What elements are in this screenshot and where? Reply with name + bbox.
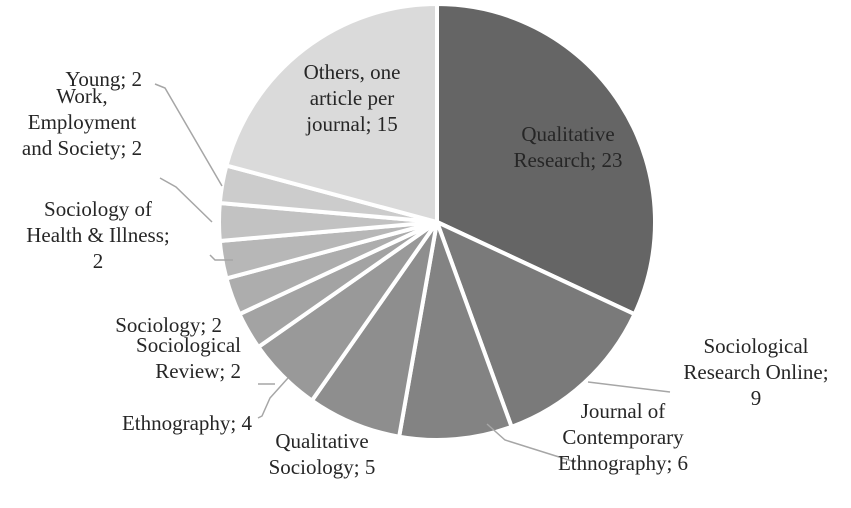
label-line: Ethnography; 6 xyxy=(558,451,688,475)
label-line: Sociology of xyxy=(44,197,152,221)
label-line: Work, xyxy=(56,84,107,108)
label-line: 9 xyxy=(751,386,762,410)
label-line: Others, one xyxy=(304,60,401,84)
slice-journal-of-contemporary-ethnography xyxy=(397,220,514,442)
slice-sociological-research-online xyxy=(435,220,637,429)
label-qualitative-sociology: Qualitative Sociology; 5 xyxy=(269,429,376,479)
slice-others-one-article-per-journal xyxy=(224,2,439,224)
label-line: Employment xyxy=(28,110,137,134)
leader-lines xyxy=(154,83,671,463)
label-line: Contemporary xyxy=(562,425,684,449)
label-line: and Society; 2 xyxy=(22,136,142,160)
label-line: journal; 15 xyxy=(305,112,398,136)
label-sociological-research-online: Sociological Research Online; 9 xyxy=(683,334,828,410)
label-journal-of-contemporary-ethnography: Journal of Contemporary Ethnography; 6 xyxy=(558,399,688,475)
leader-line-ethnography xyxy=(257,377,289,419)
leader-line-young xyxy=(154,83,223,187)
label-line: Review; 2 xyxy=(155,359,241,383)
label-line: Qualitative xyxy=(521,122,614,146)
label-line: Research Online; xyxy=(683,360,828,384)
leader-line-sociology-of-health-and-illness xyxy=(209,254,233,261)
label-sociological-review: Sociological Review; 2 xyxy=(136,333,241,383)
label-line: Young; 2 xyxy=(65,67,142,91)
label-line: Sociological xyxy=(136,333,241,357)
label-sociology-of-health-and-illness: Sociology of Health & Illness; 2 xyxy=(26,197,169,273)
label-line: Health & Illness; xyxy=(26,223,169,247)
label-sociology: Sociology; 2 xyxy=(115,313,222,337)
label-line: Sociological xyxy=(704,334,809,358)
leader-line-journal-of-contemporary-ethnography xyxy=(486,423,576,463)
label-line: Ethnography; 4 xyxy=(122,411,253,435)
label-line: Journal of xyxy=(581,399,666,423)
label-others-one-article-per-journal: Others, one article per journal; 15 xyxy=(304,60,401,136)
label-line: Sociology; 2 xyxy=(115,313,222,337)
label-young: Young; 2 xyxy=(65,67,142,91)
label-work-employment-and-society: Work, Employment and Society; 2 xyxy=(22,84,142,160)
label-line: Research; 23 xyxy=(513,148,622,172)
pie-slices xyxy=(217,2,657,442)
label-qualitative-research: Qualitative Research; 23 xyxy=(513,122,622,172)
label-ethnography: Ethnography; 4 xyxy=(122,411,253,435)
slice-qualitative-research xyxy=(435,2,657,317)
label-line: article per xyxy=(310,86,395,110)
leader-line-sociological-research-online xyxy=(587,381,671,393)
label-line: Sociology; 5 xyxy=(269,455,376,479)
label-line: Qualitative xyxy=(275,429,368,453)
label-line: 2 xyxy=(93,249,104,273)
leader-line-work-employment-and-society xyxy=(159,177,213,223)
